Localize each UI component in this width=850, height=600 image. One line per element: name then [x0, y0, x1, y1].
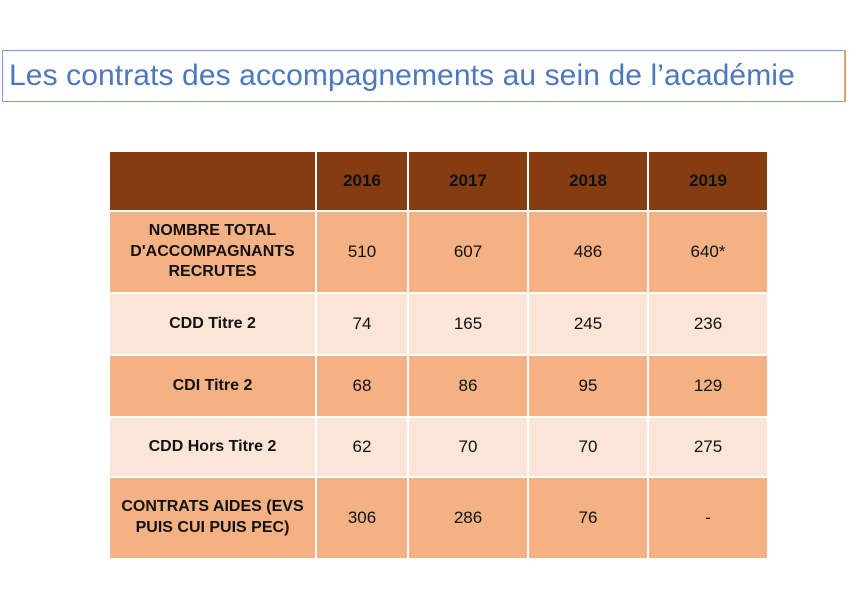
table-row: NOMBRE TOTAL D'ACCOMPAGNANTS RECRUTES 51…	[108, 210, 769, 294]
table-cell: 286	[407, 476, 529, 560]
table-cell: 486	[527, 210, 649, 294]
table-cell: 74	[315, 292, 409, 356]
table-row: CONTRATS AIDES (EVS PUIS CUI PUIS PEC) 3…	[108, 476, 769, 560]
header-corner	[108, 150, 317, 212]
table-cell: 640*	[647, 210, 769, 294]
table-cell: 70	[527, 416, 649, 478]
table-cell: 275	[647, 416, 769, 478]
table-cell: 236	[647, 292, 769, 356]
table-row: CDD Titre 2 74 165 245 236	[108, 292, 769, 356]
row-label-total: NOMBRE TOTAL D'ACCOMPAGNANTS RECRUTES	[108, 210, 317, 294]
table-cell: 510	[315, 210, 409, 294]
header-year-2017: 2017	[407, 150, 529, 212]
table-cell: 86	[407, 354, 529, 418]
table-cell: 165	[407, 292, 529, 356]
table-cell: 607	[407, 210, 529, 294]
table-cell: 70	[407, 416, 529, 478]
header-year-2016: 2016	[315, 150, 409, 212]
contracts-table: 2016 2017 2018 2019 NOMBRE TOTAL D'ACCOM…	[108, 150, 769, 560]
table-cell: 306	[315, 476, 409, 560]
table-cell: 95	[527, 354, 649, 418]
row-label-cdi-titre-2: CDI Titre 2	[108, 354, 317, 418]
table-cell: 76	[527, 476, 649, 560]
header-year-2019: 2019	[647, 150, 769, 212]
table-cell: 129	[647, 354, 769, 418]
header-year-2018: 2018	[527, 150, 649, 212]
row-label-cdd-hors-titre-2: CDD Hors Titre 2	[108, 416, 317, 478]
slide-title: Les contrats des accompagnements au sein…	[9, 59, 795, 92]
table-cell: -	[647, 476, 769, 560]
slide-title-box: Les contrats des accompagnements au sein…	[2, 50, 846, 102]
table-row: CDD Hors Titre 2 62 70 70 275	[108, 416, 769, 478]
row-label-cdd-titre-2: CDD Titre 2	[108, 292, 317, 356]
row-label-contrats-aides: CONTRATS AIDES (EVS PUIS CUI PUIS PEC)	[108, 476, 317, 560]
table-cell: 62	[315, 416, 409, 478]
table-header-row: 2016 2017 2018 2019	[108, 150, 769, 212]
table-cell: 68	[315, 354, 409, 418]
table-cell: 245	[527, 292, 649, 356]
table-row: CDI Titre 2 68 86 95 129	[108, 354, 769, 418]
